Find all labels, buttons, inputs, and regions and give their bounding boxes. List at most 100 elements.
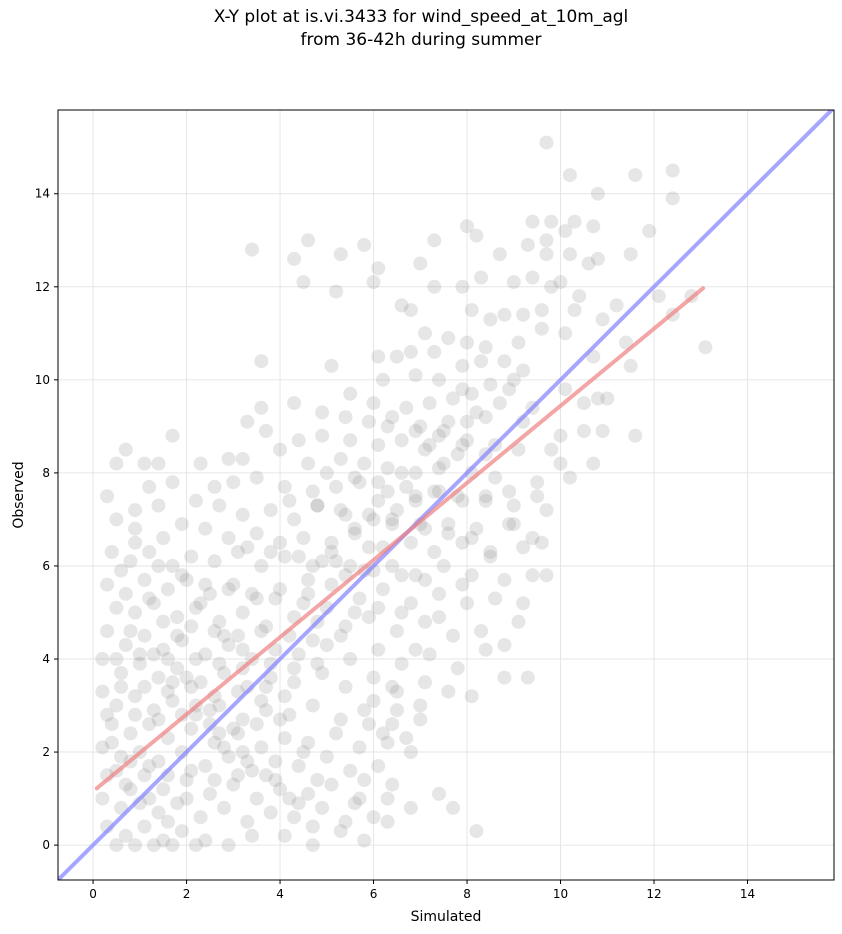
data-point bbox=[347, 526, 362, 541]
data-point bbox=[474, 354, 489, 369]
data-point bbox=[137, 572, 152, 587]
data-point bbox=[506, 275, 521, 290]
data-point bbox=[432, 786, 446, 801]
data-point bbox=[333, 503, 348, 518]
x-tick-label: 0 bbox=[89, 887, 97, 901]
data-point bbox=[277, 731, 292, 746]
data-point bbox=[100, 707, 115, 722]
data-point bbox=[441, 517, 456, 532]
data-point bbox=[665, 163, 680, 178]
data-point bbox=[595, 424, 610, 438]
data-point bbox=[441, 414, 456, 429]
data-point bbox=[488, 470, 503, 485]
data-point bbox=[240, 814, 255, 829]
data-point bbox=[128, 503, 143, 518]
data-point bbox=[394, 465, 409, 480]
data-point bbox=[488, 591, 503, 606]
x-tick-label: 12 bbox=[646, 887, 661, 901]
data-point bbox=[539, 568, 554, 583]
data-point bbox=[600, 391, 615, 406]
data-point bbox=[403, 303, 418, 318]
data-point bbox=[174, 633, 189, 648]
data-point bbox=[142, 479, 157, 494]
data-point bbox=[385, 512, 400, 527]
data-point bbox=[665, 191, 680, 206]
data-point bbox=[184, 619, 199, 634]
data-point bbox=[408, 489, 423, 504]
data-point bbox=[268, 754, 283, 769]
data-point bbox=[217, 666, 231, 680]
data-point bbox=[291, 433, 306, 448]
data-point bbox=[408, 568, 423, 583]
data-point bbox=[282, 791, 297, 806]
data-point bbox=[562, 470, 577, 485]
data-point bbox=[165, 693, 180, 708]
data-point bbox=[259, 703, 273, 718]
data-point bbox=[151, 498, 166, 513]
data-point bbox=[357, 456, 372, 471]
data-point bbox=[432, 610, 446, 625]
data-point bbox=[142, 759, 157, 773]
data-point bbox=[263, 503, 278, 518]
data-point bbox=[432, 372, 446, 387]
data-point bbox=[109, 652, 124, 666]
data-point bbox=[464, 568, 479, 583]
data-point bbox=[254, 624, 269, 639]
data-point bbox=[460, 219, 474, 234]
data-point bbox=[231, 628, 245, 643]
data-point bbox=[483, 545, 498, 559]
data-point bbox=[193, 596, 208, 611]
data-point bbox=[287, 661, 302, 676]
data-point bbox=[525, 214, 540, 229]
data-point bbox=[170, 661, 185, 676]
data-point bbox=[427, 484, 442, 499]
data-point bbox=[179, 670, 194, 685]
data-point bbox=[151, 754, 166, 769]
data-point bbox=[385, 777, 400, 792]
data-point bbox=[333, 451, 348, 466]
data-point bbox=[361, 414, 376, 429]
data-point bbox=[151, 805, 166, 820]
data-point bbox=[441, 684, 456, 699]
data-point bbox=[221, 451, 236, 466]
data-point bbox=[530, 489, 545, 504]
data-point bbox=[422, 396, 437, 411]
data-point bbox=[301, 572, 316, 587]
data-point bbox=[128, 838, 143, 853]
reference-lines bbox=[58, 110, 834, 880]
data-point bbox=[525, 270, 540, 285]
data-point bbox=[403, 535, 418, 550]
data-point bbox=[544, 442, 559, 457]
data-point bbox=[343, 386, 358, 401]
y-tick-label: 0 bbox=[42, 838, 50, 852]
data-point bbox=[478, 340, 493, 355]
y-tick-label: 8 bbox=[42, 466, 50, 480]
data-point bbox=[170, 610, 185, 625]
data-point bbox=[273, 442, 287, 457]
data-point bbox=[104, 735, 119, 750]
data-point bbox=[474, 624, 489, 639]
data-point bbox=[497, 354, 512, 369]
data-point bbox=[329, 284, 344, 299]
data-point bbox=[385, 410, 400, 425]
data-point bbox=[492, 396, 507, 411]
data-point bbox=[422, 438, 437, 452]
data-point bbox=[441, 331, 456, 345]
data-point bbox=[478, 489, 493, 504]
data-point bbox=[212, 698, 227, 713]
data-point bbox=[562, 168, 577, 183]
data-point bbox=[109, 456, 124, 471]
data-point bbox=[446, 391, 460, 406]
data-point bbox=[455, 279, 470, 294]
data-point bbox=[460, 596, 474, 611]
data-point bbox=[287, 396, 302, 411]
data-point bbox=[296, 531, 311, 545]
data-point bbox=[403, 800, 418, 815]
data-point bbox=[455, 382, 470, 397]
data-point bbox=[329, 479, 344, 494]
chart-title-line1: X-Y plot at is.vi.3433 for wind_speed_at… bbox=[213, 7, 629, 27]
y-tick-label: 6 bbox=[42, 559, 50, 573]
data-point bbox=[520, 670, 535, 685]
data-point bbox=[305, 484, 320, 499]
data-point bbox=[254, 693, 269, 708]
